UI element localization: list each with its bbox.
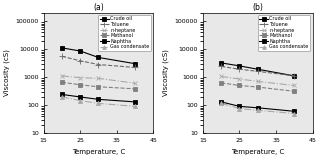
Gas condensate <box>133 105 137 107</box>
n-heptane <box>256 80 260 82</box>
n-heptane <box>60 75 64 77</box>
Line: Methanol: Methanol <box>60 80 137 91</box>
n-heptane <box>219 76 223 77</box>
Naphtha <box>78 96 82 98</box>
Toluene <box>133 67 137 68</box>
Gas condensate <box>292 112 296 114</box>
Toluene <box>78 60 82 62</box>
Methanol <box>237 85 241 86</box>
Toluene <box>256 70 260 72</box>
Line: Naphtha: Naphtha <box>219 100 296 113</box>
Line: Crude oil: Crude oil <box>60 46 137 66</box>
Gas condensate <box>78 100 82 101</box>
Naphtha <box>60 94 64 95</box>
n-heptane <box>133 82 137 84</box>
Naphtha <box>256 107 260 109</box>
Legend: Crude oil, Toluene, n-heptane, Methanol, Naphtha, Gas condensate: Crude oil, Toluene, n-heptane, Methanol,… <box>99 15 151 51</box>
X-axis label: Temperature, C: Temperature, C <box>72 149 125 155</box>
Toluene <box>60 55 64 57</box>
Toluene <box>97 64 100 65</box>
Title: (b): (b) <box>252 3 263 12</box>
Methanol <box>78 84 82 86</box>
Line: Toluene: Toluene <box>219 64 297 79</box>
Line: Toluene: Toluene <box>59 54 138 70</box>
n-heptane <box>97 77 100 79</box>
Line: Crude oil: Crude oil <box>219 61 296 78</box>
Crude oil <box>133 63 137 65</box>
Crude oil <box>219 62 223 64</box>
Line: Methanol: Methanol <box>219 81 296 93</box>
X-axis label: Temperature, C: Temperature, C <box>231 149 284 155</box>
Toluene <box>237 68 241 70</box>
Methanol <box>60 81 64 83</box>
Crude oil <box>256 68 260 70</box>
Line: Naphtha: Naphtha <box>60 92 137 104</box>
Line: n-heptane: n-heptane <box>60 74 137 85</box>
n-heptane <box>78 77 82 79</box>
Toluene <box>219 65 223 67</box>
Methanol <box>133 88 137 90</box>
Toluene <box>292 75 296 77</box>
Naphtha <box>97 98 100 100</box>
Line: Gas condensate: Gas condensate <box>60 95 137 108</box>
Line: n-heptane: n-heptane <box>219 74 296 88</box>
n-heptane <box>292 85 296 86</box>
Gas condensate <box>97 102 100 104</box>
Methanol <box>219 82 223 84</box>
Crude oil <box>60 47 64 49</box>
Methanol <box>292 90 296 92</box>
Y-axis label: Viscosity (cS): Viscosity (cS) <box>4 49 10 96</box>
Gas condensate <box>60 96 64 98</box>
Methanol <box>256 86 260 88</box>
Naphtha <box>292 110 296 112</box>
Crude oil <box>97 57 100 58</box>
Gas condensate <box>219 102 223 104</box>
Crude oil <box>237 65 241 67</box>
Crude oil <box>292 75 296 77</box>
Title: (a): (a) <box>93 3 104 12</box>
Naphtha <box>237 105 241 107</box>
Methanol <box>97 86 100 88</box>
Crude oil <box>78 50 82 52</box>
Gas condensate <box>237 108 241 109</box>
Naphtha <box>133 101 137 103</box>
Gas condensate <box>256 109 260 111</box>
Legend: Crude oil, Toluene, n-heptane, Methanol, Naphtha, Gas condensate: Crude oil, Toluene, n-heptane, Methanol,… <box>258 15 310 51</box>
n-heptane <box>237 78 241 80</box>
Naphtha <box>219 101 223 103</box>
Line: Gas condensate: Gas condensate <box>219 101 296 116</box>
Y-axis label: Viscosity (cS): Viscosity (cS) <box>163 49 169 96</box>
